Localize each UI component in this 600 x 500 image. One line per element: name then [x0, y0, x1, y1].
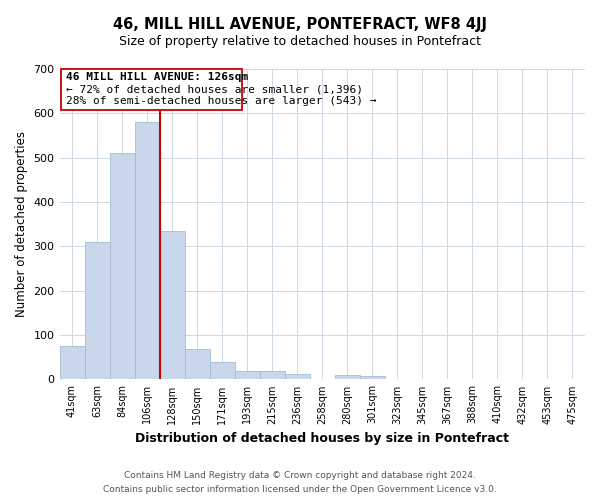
Bar [260, 372, 285, 380]
Bar [185, 350, 209, 380]
Text: 46, MILL HILL AVENUE, PONTEFRACT, WF8 4JJ: 46, MILL HILL AVENUE, PONTEFRACT, WF8 4J… [113, 18, 487, 32]
Bar [360, 376, 385, 380]
Bar [209, 362, 235, 380]
Bar [335, 374, 360, 380]
Bar [59, 346, 85, 380]
Y-axis label: Number of detached properties: Number of detached properties [15, 131, 28, 317]
Text: Contains HM Land Registry data © Crown copyright and database right 2024.
Contai: Contains HM Land Registry data © Crown c… [103, 472, 497, 494]
Bar [285, 374, 310, 380]
Text: Size of property relative to detached houses in Pontefract: Size of property relative to detached ho… [119, 35, 481, 48]
Bar [160, 231, 185, 380]
Bar [134, 122, 160, 380]
Bar [110, 154, 134, 380]
Text: 46 MILL HILL AVENUE: 126sqm: 46 MILL HILL AVENUE: 126sqm [66, 72, 248, 82]
Text: ← 72% of detached houses are smaller (1,396): ← 72% of detached houses are smaller (1,… [66, 84, 363, 94]
FancyBboxPatch shape [61, 69, 242, 110]
Text: 28% of semi-detached houses are larger (543) →: 28% of semi-detached houses are larger (… [66, 96, 376, 106]
X-axis label: Distribution of detached houses by size in Pontefract: Distribution of detached houses by size … [135, 432, 509, 445]
Bar [85, 242, 110, 380]
Bar [235, 370, 260, 380]
